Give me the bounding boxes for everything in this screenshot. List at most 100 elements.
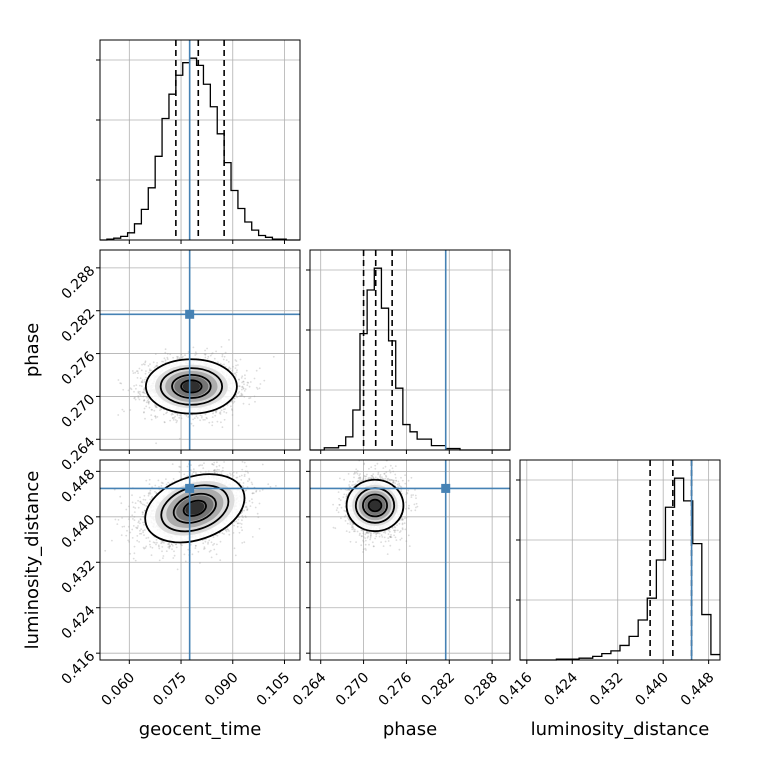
- sample-point: [139, 384, 141, 387]
- sample-point: [152, 361, 155, 364]
- sample-point: [145, 537, 148, 539]
- sample-point: [156, 541, 158, 544]
- sample-point: [240, 395, 243, 397]
- sample-point: [116, 523, 119, 525]
- sample-point: [242, 380, 245, 383]
- sample-point: [131, 370, 134, 372]
- sample-point: [119, 495, 122, 498]
- sample-point: [241, 461, 244, 463]
- sample-point: [206, 358, 209, 360]
- sample-point: [215, 350, 218, 353]
- sample-point: [117, 519, 120, 521]
- sample-point: [259, 383, 262, 385]
- sample-point: [134, 396, 136, 399]
- sample-point: [143, 411, 145, 413]
- sample-point: [178, 465, 181, 468]
- sample-point: [233, 397, 236, 400]
- sample-point: [254, 506, 257, 509]
- sample-point: [212, 544, 214, 546]
- sample-point: [154, 417, 157, 419]
- sample-point: [220, 409, 223, 412]
- sample-point: [154, 415, 157, 418]
- sample-point: [182, 355, 184, 358]
- sample-point: [183, 473, 186, 476]
- sample-point: [121, 517, 123, 519]
- sample-point: [253, 395, 256, 398]
- sample-point: [149, 489, 152, 492]
- sample-point: [153, 366, 156, 369]
- sample-point: [211, 421, 214, 423]
- sample-point: [223, 533, 225, 535]
- sample-point: [240, 393, 243, 396]
- sample-point: [211, 463, 214, 465]
- contour-line: [159, 367, 224, 406]
- sample-point: [213, 548, 216, 551]
- sample-point: [203, 462, 205, 465]
- sample-point: [133, 397, 136, 400]
- sample-point: [143, 388, 146, 391]
- sample-point: [194, 544, 197, 547]
- sample-point: [120, 502, 123, 505]
- sample-point: [215, 410, 218, 413]
- sample-point: [143, 534, 145, 536]
- sample-point: [166, 356, 169, 359]
- sample-point: [136, 526, 139, 529]
- sample-point: [142, 521, 144, 524]
- sample-point: [154, 353, 157, 355]
- sample-point: [233, 524, 236, 527]
- sample-point: [246, 381, 249, 384]
- sample-point: [231, 400, 233, 403]
- sample-point: [243, 461, 246, 464]
- sample-point: [242, 485, 244, 488]
- sample-point: [223, 461, 226, 463]
- sample-point: [165, 483, 168, 486]
- sample-point: [165, 550, 168, 553]
- sample-point: [237, 518, 240, 521]
- sample-point: [125, 534, 128, 537]
- sample-point: [178, 414, 181, 417]
- sample-point: [259, 490, 261, 492]
- sample-point: [170, 413, 173, 416]
- sample-point: [142, 363, 145, 365]
- sample-point: [140, 532, 143, 535]
- sample-point: [156, 406, 158, 409]
- sample-point: [236, 396, 239, 399]
- sample-point: [226, 528, 229, 530]
- sample-point: [245, 505, 248, 508]
- sample-point: [216, 468, 219, 471]
- sample-point: [238, 475, 241, 478]
- sample-point: [187, 416, 190, 418]
- sample-point: [148, 483, 151, 485]
- sample-point: [241, 542, 244, 544]
- sample-point: [179, 466, 182, 468]
- sample-point: [141, 511, 144, 513]
- sample-point: [148, 371, 150, 374]
- sample-point: [142, 391, 145, 393]
- sample-point: [137, 396, 140, 399]
- sample-point: [171, 463, 174, 465]
- sample-point: [216, 543, 218, 546]
- sample-point: [235, 371, 238, 374]
- sample-point: [168, 547, 171, 550]
- sample-point: [131, 514, 134, 517]
- hist-panel-luminosity_distance: [516, 459, 721, 664]
- sample-point: [172, 413, 174, 416]
- sample-point: [269, 486, 272, 488]
- sample-point: [137, 395, 140, 397]
- sample-point: [176, 357, 179, 360]
- density-layer: [100, 250, 300, 450]
- sample-point: [190, 422, 193, 425]
- sample-point: [155, 492, 158, 495]
- sample-point: [223, 363, 225, 366]
- sample-point: [155, 364, 158, 367]
- sample-point: [176, 355, 178, 358]
- sample-point: [161, 541, 164, 544]
- sample-point: [242, 387, 245, 390]
- sample-point: [194, 544, 197, 547]
- sample-point: [167, 481, 170, 484]
- sample-point: [213, 469, 216, 471]
- sample-point: [173, 554, 176, 557]
- sample-point: [147, 536, 150, 539]
- sample-point: [196, 417, 199, 419]
- sample-point: [156, 364, 158, 367]
